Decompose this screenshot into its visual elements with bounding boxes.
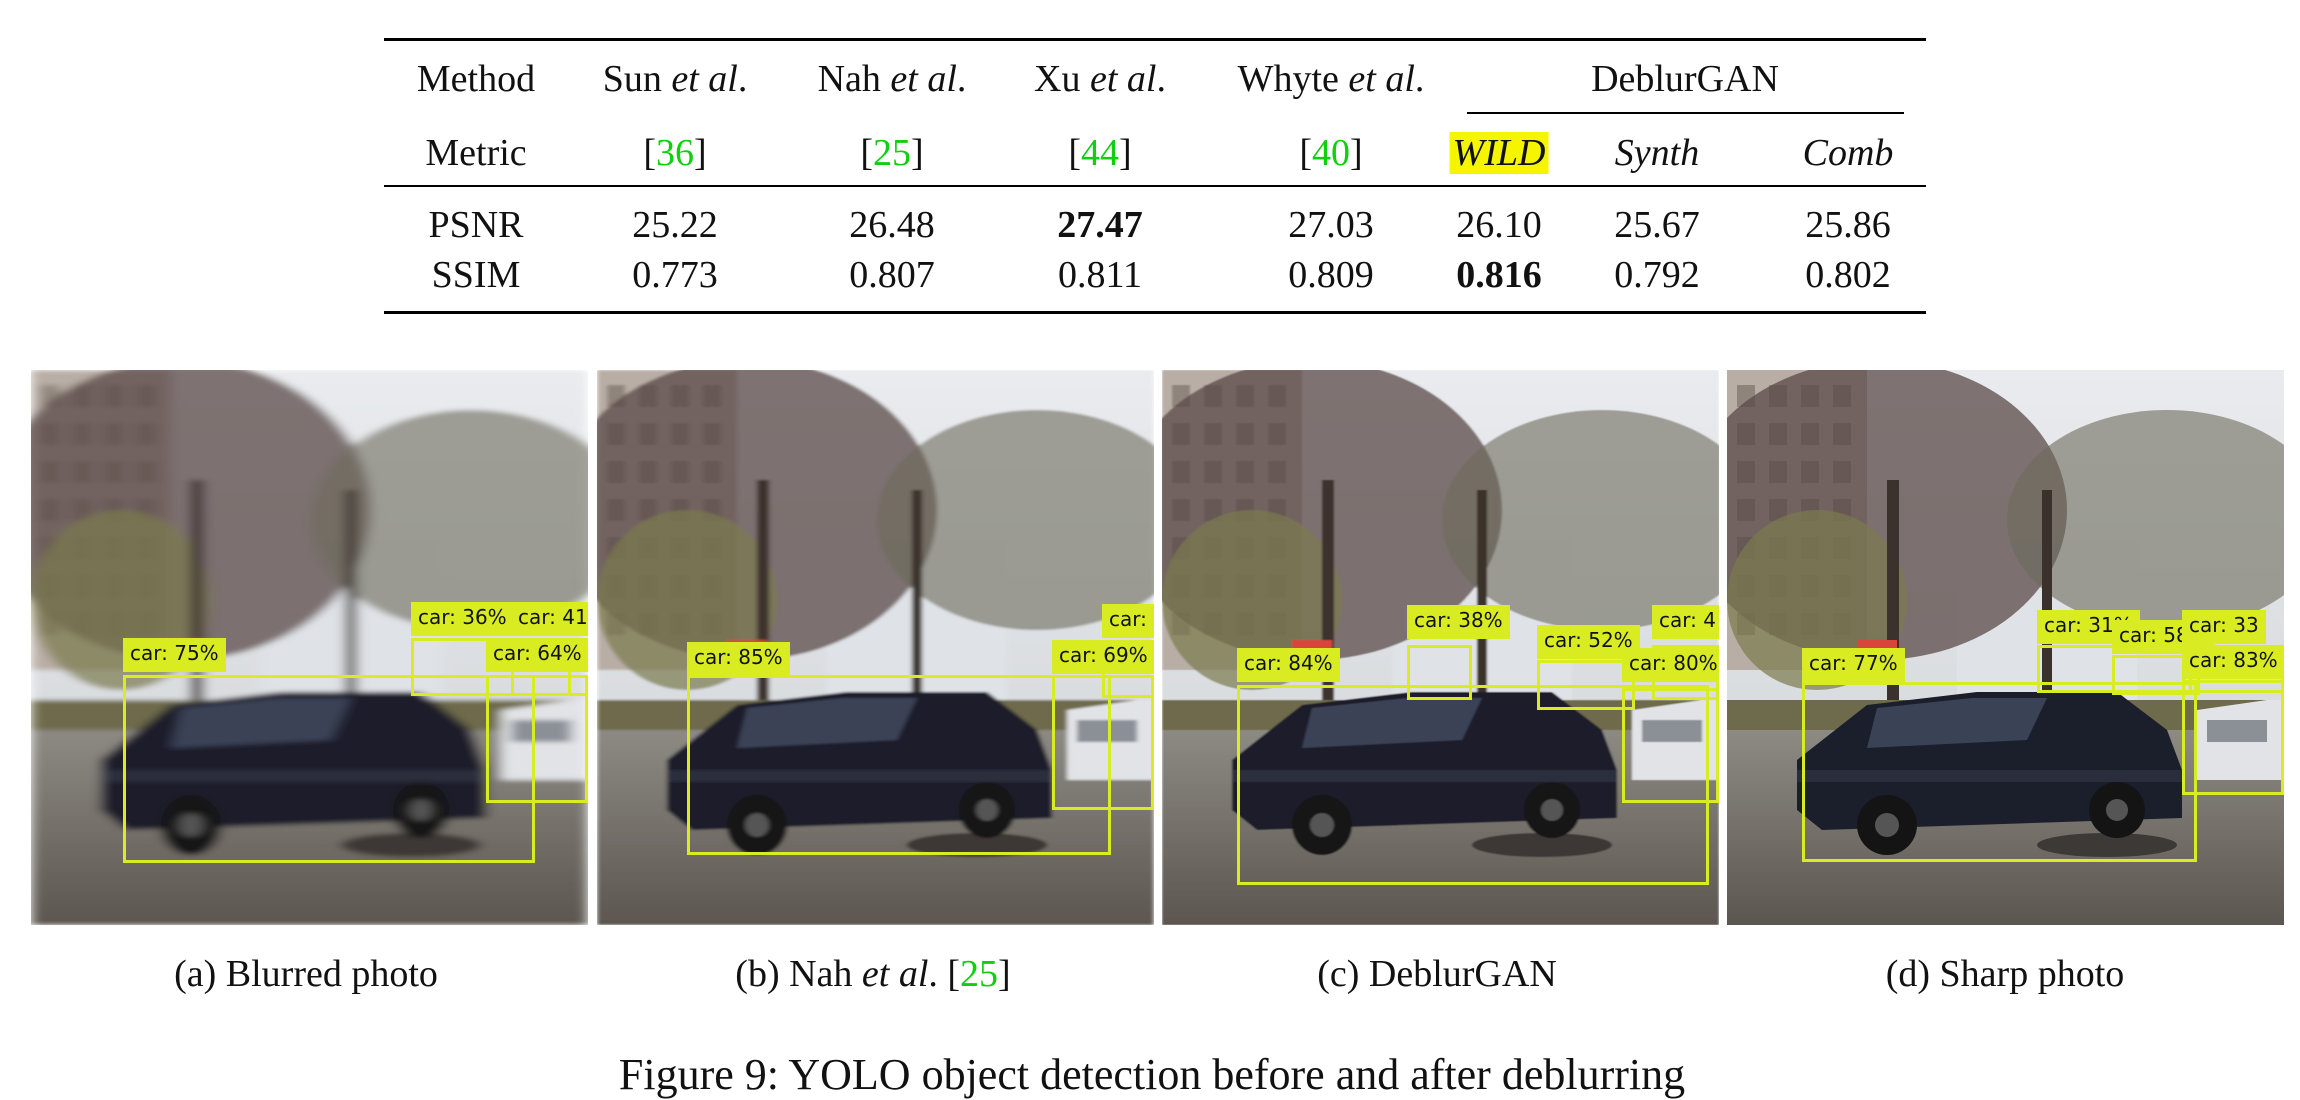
- ref-sun: [36]: [643, 132, 707, 174]
- header-deblurgan: DeblurGAN: [1591, 58, 1779, 100]
- table-cell: 27.47: [1057, 204, 1143, 246]
- caption-d: (d) Sharp photo: [1885, 953, 2125, 995]
- photo-panel-d: car: 77% car: 31% car: 58% car: 33 car: 83%: [1727, 370, 2284, 925]
- row-label-psnr: PSNR: [428, 204, 524, 246]
- detection-label: car: 64%: [486, 638, 588, 672]
- table-cell: 25.67: [1614, 204, 1700, 246]
- table-cell: 0.811: [1057, 254, 1143, 296]
- detection-box: [1407, 645, 1472, 700]
- detection-label: car: 4: [1102, 604, 1154, 638]
- photo-panel-a: car: 75% car: 36% car: 41 car: 64%: [31, 370, 588, 925]
- detection-label: car: 80%: [1622, 648, 1719, 682]
- ref-whyte: [40]: [1299, 132, 1363, 174]
- table-bottom-rule: [384, 311, 1926, 314]
- detection-label: car: 84%: [1237, 648, 1340, 682]
- detection-box: [2182, 680, 2284, 795]
- ref-nah: [25]: [860, 132, 924, 174]
- table-cell: 0.809: [1288, 254, 1374, 296]
- header-sun: Sun et al.: [602, 58, 748, 100]
- detection-label: car: 33: [2182, 610, 2266, 644]
- table-cell: 0.802: [1805, 254, 1891, 296]
- detection-box: [1622, 688, 1719, 803]
- row-label-ssim: SSIM: [431, 254, 521, 296]
- table-cell: 0.792: [1614, 254, 1700, 296]
- header-method: Method: [416, 58, 536, 100]
- table-cell: 0.773: [632, 254, 718, 296]
- table-cell: 25.86: [1805, 204, 1891, 246]
- detection-label: car: 85%: [687, 642, 790, 676]
- ref-xu: [44]: [1068, 132, 1132, 174]
- detection-label: car: 69%: [1052, 640, 1154, 674]
- deblurgan-group-rule: [1467, 112, 1904, 114]
- figure-caption: Figure 9: YOLO object detection before a…: [618, 1050, 1686, 1099]
- detection-label: car: 36%: [411, 602, 514, 636]
- header-nah: Nah et al.: [817, 58, 967, 100]
- variant-comb: Comb: [1802, 132, 1894, 174]
- header-whyte: Whyte et al.: [1237, 58, 1425, 100]
- table-cell: 25.22: [632, 204, 718, 246]
- header-xu: Xu et al.: [1034, 58, 1166, 100]
- table-top-rule: [384, 38, 1926, 41]
- detection-box: [1052, 675, 1154, 810]
- detection-label: car: 38%: [1407, 605, 1510, 639]
- table-cell: 0.807: [849, 254, 935, 296]
- results-table: Method Sun et al. Nah et al. Xu et al. W…: [384, 0, 1926, 320]
- caption-b: (b) Nah et al. [25]: [735, 953, 1011, 995]
- table-cell: 0.816: [1456, 254, 1542, 296]
- table-cell: 26.48: [849, 204, 935, 246]
- detection-box: [1537, 660, 1635, 710]
- variant-synth: Synth: [1614, 132, 1700, 174]
- caption-c: (c) DeblurGAN: [1317, 953, 1557, 995]
- detection-label: car: 77%: [1802, 648, 1905, 682]
- header-metric: Metric: [425, 132, 527, 174]
- detection-box: [1802, 682, 2197, 862]
- detection-label: car: 83%: [2182, 645, 2284, 679]
- detection-label: car: 75%: [123, 638, 226, 672]
- caption-a: (a) Blurred photo: [174, 953, 438, 995]
- detection-box: [486, 675, 588, 803]
- street-scene-image: [1162, 370, 1719, 925]
- table-cell: 26.10: [1456, 204, 1542, 246]
- table-cell: 27.03: [1288, 204, 1374, 246]
- photo-panel-c: car: 84% car: 38% car: 52% car: 4 car: 80%: [1162, 370, 1719, 925]
- detection-label: car: 41: [511, 602, 588, 636]
- detection-box: [687, 675, 1111, 855]
- table-mid-rule: [384, 185, 1926, 187]
- detection-label: car: 4: [1652, 605, 1719, 639]
- detection-box: [1237, 685, 1709, 885]
- variant-wild: WILD: [1449, 132, 1549, 174]
- detection-box: [123, 675, 535, 863]
